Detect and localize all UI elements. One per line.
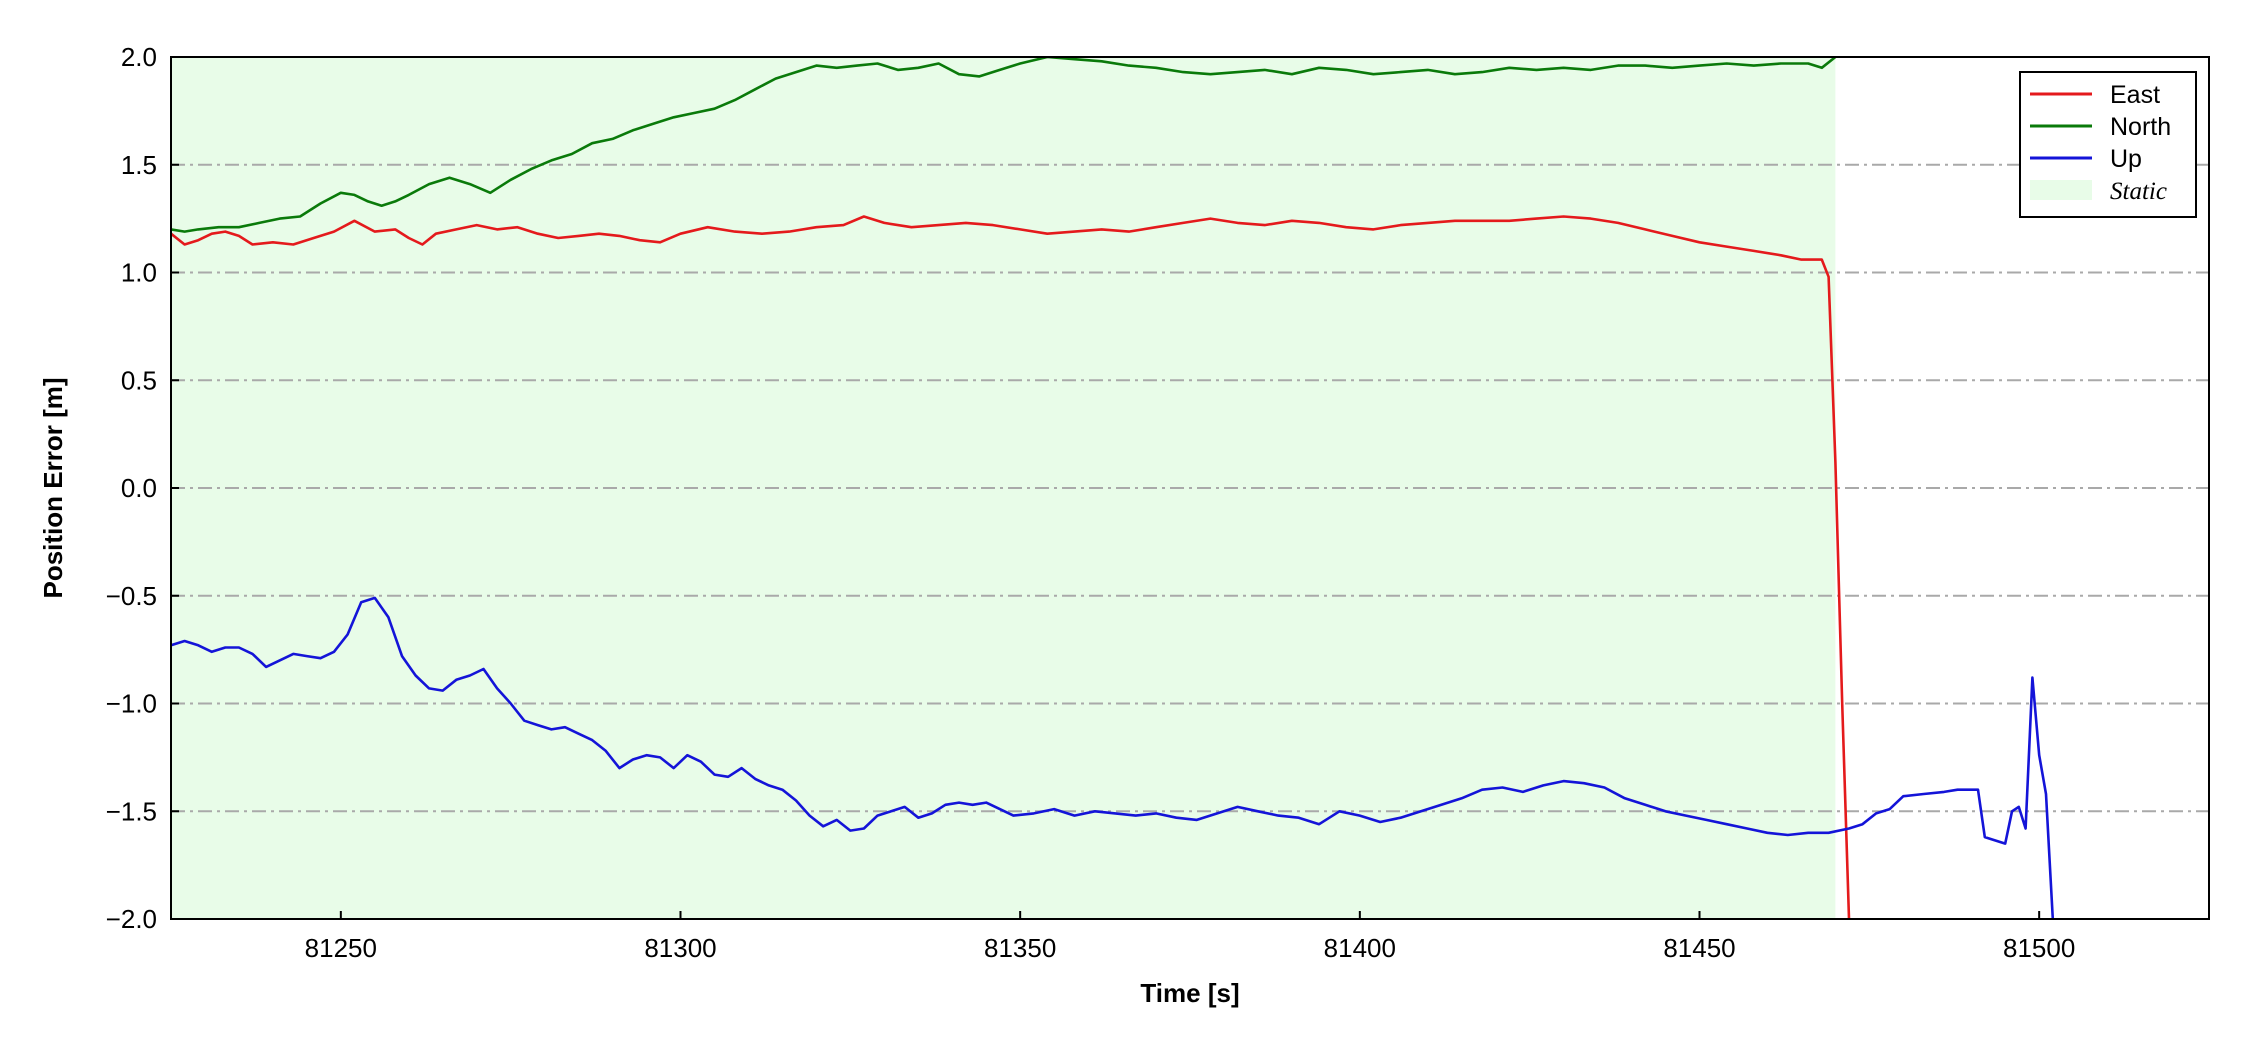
x-tick-label: 81350	[984, 933, 1056, 963]
x-axis-ticks: 81250 81300 81350 81400 81450 81500	[305, 911, 2075, 963]
legend-label-up: Up	[2110, 145, 2142, 173]
y-tick-label: −2.0	[106, 904, 157, 934]
y-tick-label: 2.0	[121, 42, 157, 72]
gridlines	[171, 163, 2209, 813]
legend-label-north: North	[2110, 113, 2171, 141]
y-tick-label: 0.0	[121, 473, 157, 503]
legend-label-static: Static	[2110, 178, 2167, 205]
y-tick-label: −0.5	[106, 581, 157, 611]
y-tick-label: −1.0	[106, 689, 157, 719]
x-tick-label: 81300	[644, 933, 716, 963]
y-tick-label: 0.5	[121, 365, 157, 395]
legend-swatch-static	[2030, 180, 2092, 200]
y-tick-label: 1.5	[121, 150, 157, 180]
x-tick-label: 81250	[305, 933, 377, 963]
x-tick-label: 81500	[2003, 933, 2075, 963]
x-tick-label: 81400	[1324, 933, 1396, 963]
series-line-east	[171, 215, 1851, 919]
legend: East North Up Static	[2019, 71, 2197, 218]
y-tick-label: −1.5	[106, 796, 157, 826]
series-line-north	[171, 57, 1837, 233]
x-tick-label: 81450	[1663, 933, 1735, 963]
series-lines	[171, 57, 2055, 919]
y-axis-title: Position Error [m]	[38, 377, 68, 598]
x-axis-title: Time [s]	[1140, 978, 1239, 1008]
series-line-up	[171, 596, 2055, 919]
y-tick-label: 1.0	[121, 258, 157, 288]
legend-label-east: East	[2110, 81, 2160, 109]
y-axis-ticks: −2.0 −1.5 −1.0 −0.5 0.0 0.5 1.0 1.5 2.0	[106, 42, 179, 934]
